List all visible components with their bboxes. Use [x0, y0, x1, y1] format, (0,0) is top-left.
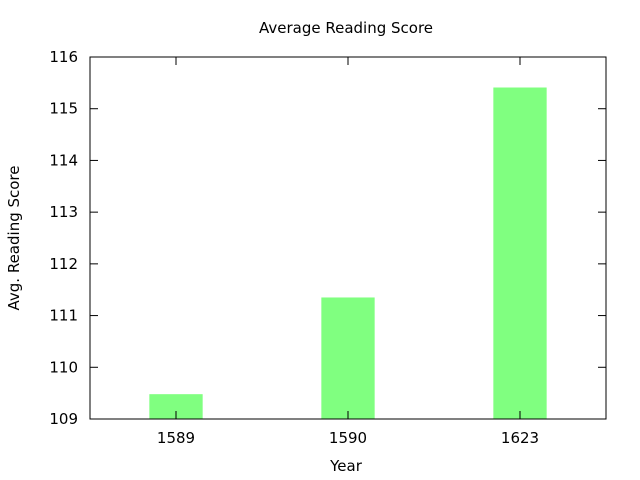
- bar-1590: [321, 297, 375, 419]
- y-tick-label: 114: [49, 151, 78, 169]
- x-tick-label: 1589: [157, 429, 195, 447]
- x-axis-ticks: 1589 1590 1623: [157, 57, 539, 447]
- chart-title: Average Reading Score: [259, 19, 433, 37]
- bars-group: [149, 87, 547, 420]
- y-axis-label: Avg. Reading Score: [5, 166, 23, 311]
- y-tick-label: 110: [49, 358, 78, 376]
- y-axis-ticks: 109 110 111 112 113 114 115 116: [49, 48, 606, 428]
- y-tick-label: 113: [49, 203, 78, 221]
- bar-1623: [493, 87, 547, 420]
- x-tick-label: 1590: [329, 429, 367, 447]
- y-tick-label: 111: [49, 307, 78, 325]
- y-tick-label: 116: [49, 48, 78, 66]
- y-tick-label: 109: [49, 410, 78, 428]
- x-axis-label: Year: [329, 457, 363, 475]
- x-tick-label: 1623: [501, 429, 539, 447]
- y-tick-label: 115: [49, 100, 78, 118]
- y-tick-label: 112: [49, 255, 78, 273]
